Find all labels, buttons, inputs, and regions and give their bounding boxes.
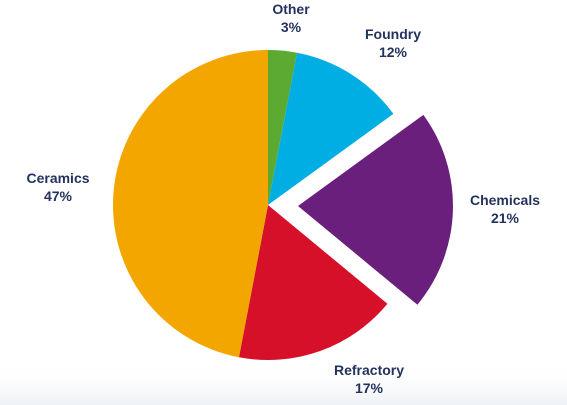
slice-value-chemicals: 21% — [491, 210, 520, 226]
slice-value-other: 3% — [281, 19, 302, 35]
slice-label-foundry: Foundry — [365, 26, 421, 42]
slice-label-chemicals: Chemicals — [470, 192, 540, 208]
pie-labels: Other 3% Foundry 12% Chemicals 21% Refractory 1… — [26, 1, 540, 396]
pie-slice-chemicals — [297, 114, 453, 305]
slice-label-ceramics: Ceramics — [26, 170, 89, 186]
floor-shade — [0, 360, 567, 405]
pie-slices — [113, 50, 453, 360]
pie-slice-other — [268, 50, 298, 205]
pie-slice-foundry — [268, 52, 394, 205]
pie-slice-ceramics — [113, 50, 268, 358]
slice-label-other: Other — [272, 1, 310, 17]
slice-value-refractory: 17% — [355, 380, 384, 396]
pie-slice-refractory — [238, 205, 388, 360]
slice-label-refractory: Refractory — [334, 362, 404, 378]
slice-value-ceramics: 47% — [44, 188, 73, 204]
slice-value-foundry: 12% — [379, 44, 408, 60]
